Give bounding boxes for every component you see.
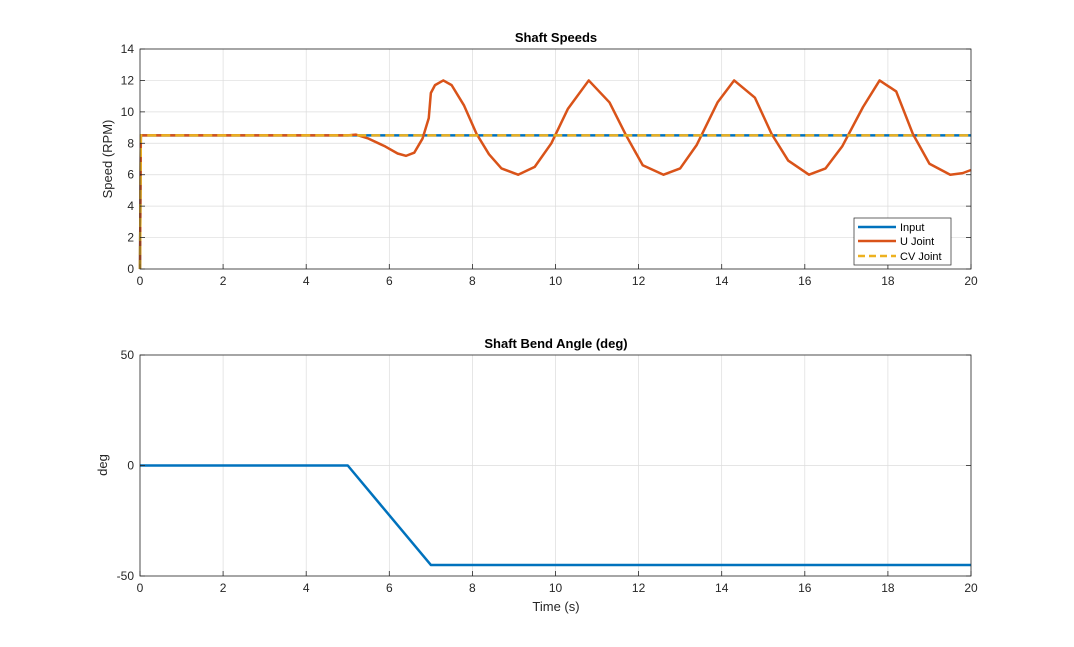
shaft-speeds-xtick-label: 0 [137,274,144,288]
shaft-speeds-xtick-label: 20 [964,274,978,288]
shaft-speeds-ytick-label: 4 [127,199,134,213]
shaft-bend-angle-ytick-label: -50 [117,569,135,583]
shaft-speeds-ytick-label: 12 [121,73,135,87]
shaft-speeds-xtick-label: 2 [220,274,227,288]
shaft-speeds-xtick-label: 14 [715,274,729,288]
shaft-speeds-xtick-label: 18 [881,274,895,288]
shaft-bend-angle-xtick-label: 4 [303,581,310,595]
shaft-speeds-xtick-label: 6 [386,274,393,288]
shaft-bend-angle-xtick-label: 6 [386,581,393,595]
legend-label-input: Input [900,222,924,234]
shaft-bend-angle-xtick-label: 8 [469,581,476,595]
shaft-bend-angle-ytick-label: 0 [127,459,134,473]
shaft-speeds-ytick-label: 2 [127,231,134,245]
shaft-bend-angle-series [140,464,971,567]
shaft-bend-angle-xtick-label: 0 [137,581,144,595]
shaft-bend-angle-xtick-label: 10 [549,581,563,595]
shaft-bend-angle-xtick-label: 16 [798,581,812,595]
shaft-speeds-ytick-label: 0 [127,262,134,276]
shaft-bend-angle-ylabel: deg [95,454,110,476]
shaft-speeds-ytick-label: 6 [127,168,134,182]
legend-label-cvjoint: CV Joint [900,251,942,263]
shaft-speeds-xtick-label: 4 [303,274,310,288]
shaft-speeds-xtick-label: 12 [632,274,646,288]
shaft-bend-angle-xtick-label: 20 [964,581,978,595]
shaft-speeds-axes: Shaft Speeds 0 2 4 6 8 10 12 14 16 18 20 0 2 4 6 8 10 12 1… [100,30,978,288]
shaft-bend-angle-line-series-0 [140,464,971,567]
shaft-bend-angle-xlabel: Time (s) [532,599,579,614]
legend: Input U Joint CV Joint [853,217,952,266]
shaft-speeds-grid [139,48,972,270]
shaft-bend-angle-xtick-label: 18 [881,581,895,595]
shaft-speeds-xtick-label: 8 [469,274,476,288]
shaft-bend-angle-title: Shaft Bend Angle (deg) [484,336,627,351]
shaft-speeds-xtick-label: 16 [798,274,812,288]
shaft-speeds-ytick-label: 10 [121,105,135,119]
shaft-speeds-ytick-label: 14 [121,42,135,56]
shaft-speeds-ticks: 0 2 4 6 8 10 12 14 16 18 20 0 2 4 6 8 10 12 14 [121,42,978,288]
legend-label-ujoint: U Joint [900,236,934,248]
shaft-speeds-line-u-joint [138,79,972,270]
shaft-bend-angle-xtick-label: 12 [632,581,646,595]
shaft-speeds-title: Shaft Speeds [515,30,597,45]
shaft-speeds-xtick-label: 10 [549,274,563,288]
shaft-bend-angle-xtick-label: 14 [715,581,729,595]
shaft-bend-angle-axes: Shaft Bend Angle (deg) 0 2 4 6 8 10 12 14 16 18 20… [95,336,978,614]
shaft-bend-angle-ytick-label: 50 [121,348,135,362]
shaft-bend-angle-xtick-label: 2 [220,581,227,595]
shaft-speeds-ytick-label: 8 [127,136,134,150]
shaft-speeds-ylabel: Speed (RPM) [100,120,115,199]
